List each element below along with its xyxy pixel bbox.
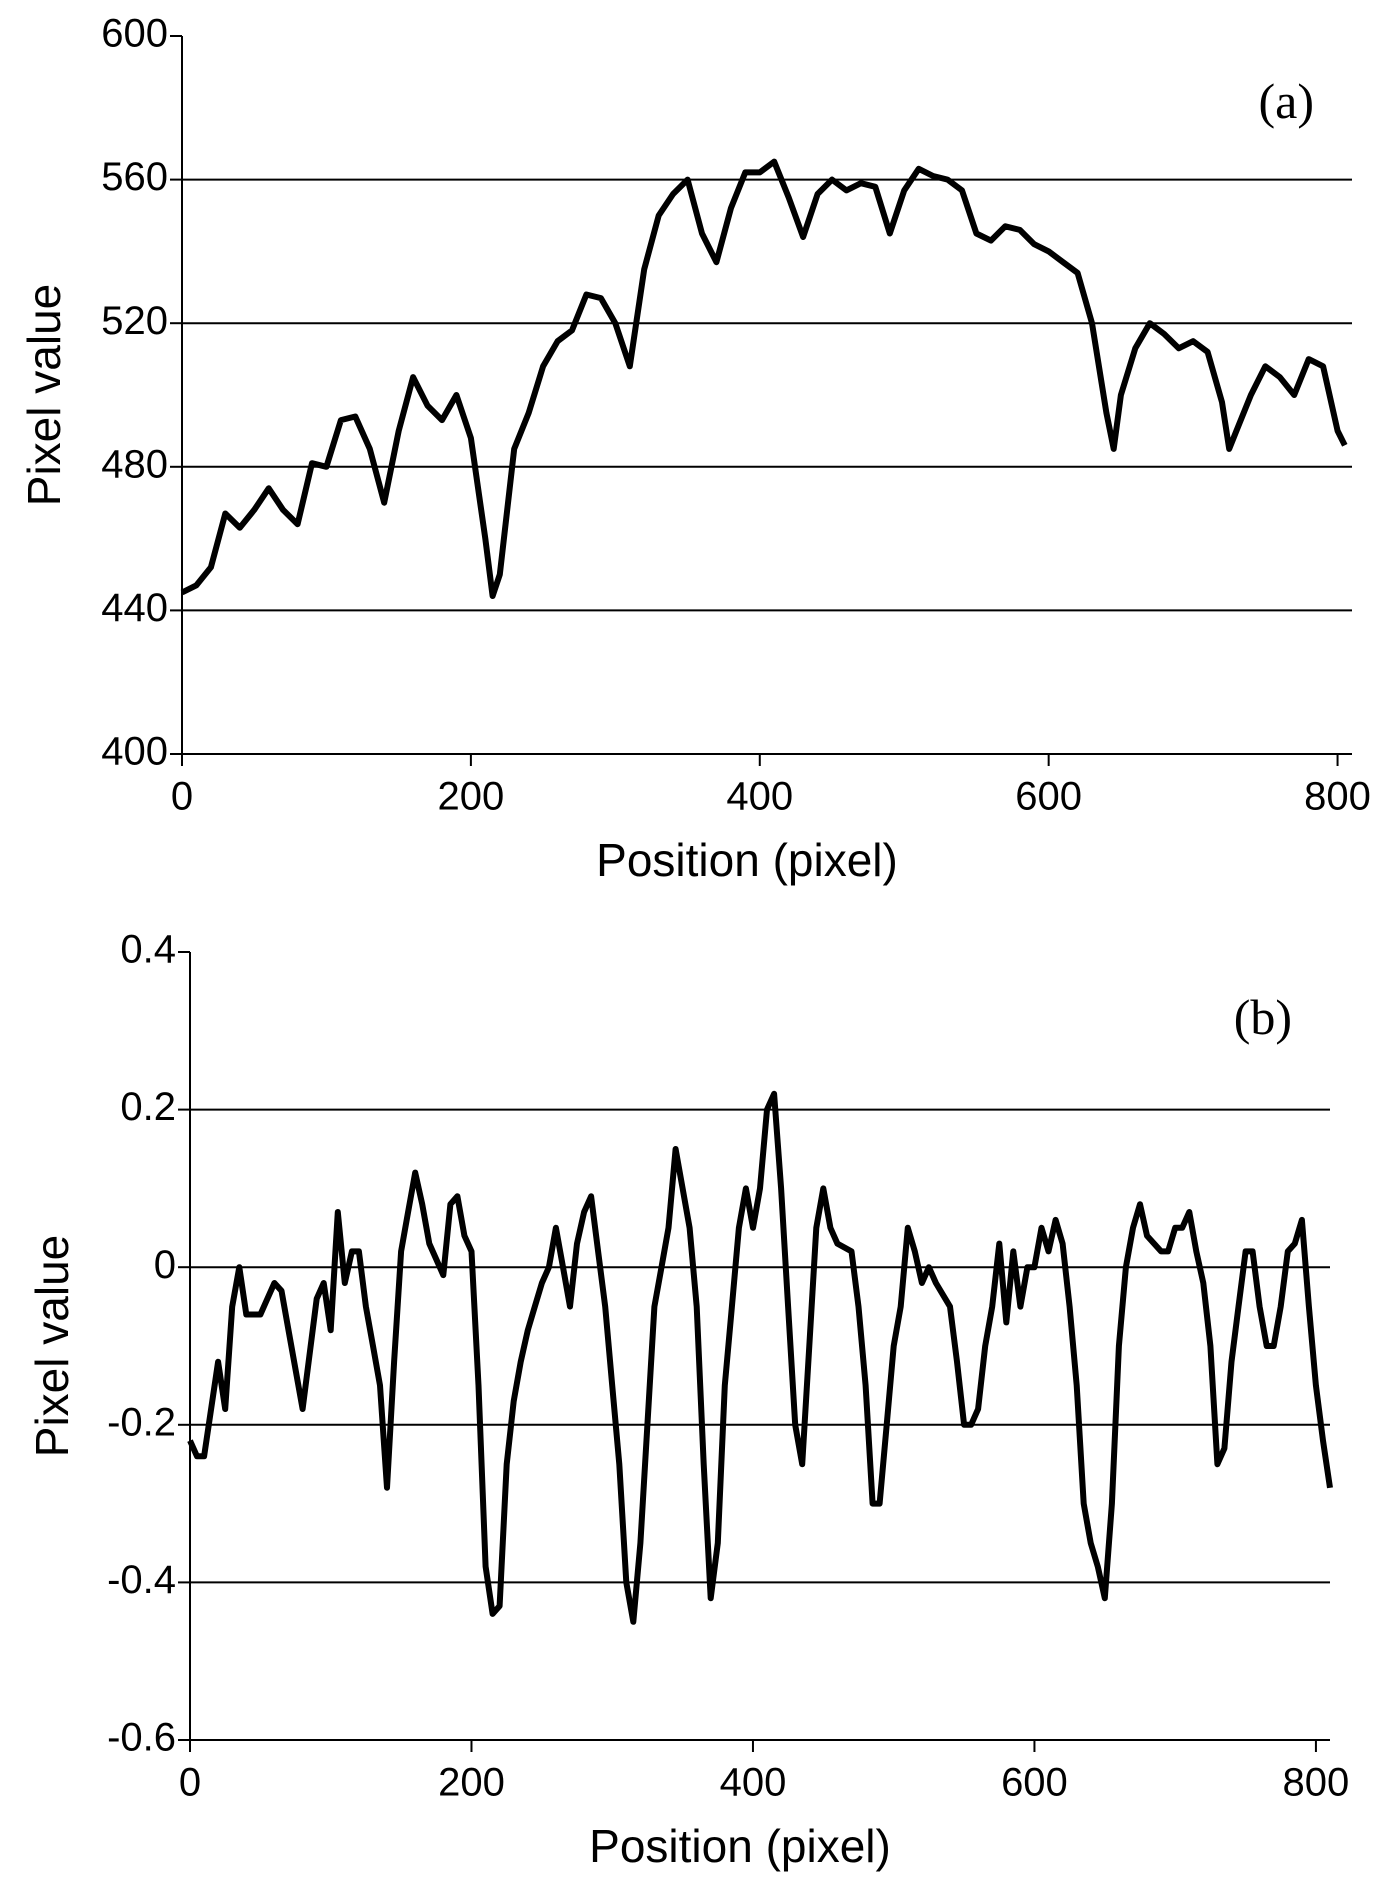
x-tick-label: 200 bbox=[438, 775, 505, 819]
y-tick-label: -0.6 bbox=[107, 1716, 176, 1760]
y-tick-label: 0.4 bbox=[120, 928, 176, 972]
y-tick-label: 400 bbox=[101, 730, 168, 774]
x-axis-label: Position (pixel) bbox=[596, 834, 898, 886]
y-tick-label: 440 bbox=[101, 586, 168, 630]
x-tick-label: 0 bbox=[171, 775, 193, 819]
y-axis-label: Pixel value bbox=[18, 284, 70, 506]
y-tick-label: 600 bbox=[101, 12, 168, 56]
x-tick-label: 400 bbox=[726, 775, 793, 819]
x-axis-label: Position (pixel) bbox=[589, 1820, 891, 1872]
x-tick-label: 800 bbox=[1304, 775, 1371, 819]
x-tick-label: 600 bbox=[1015, 775, 1082, 819]
x-tick-label: 200 bbox=[438, 1761, 505, 1805]
y-tick-label: 480 bbox=[101, 442, 168, 486]
annotation: (a) bbox=[1259, 73, 1315, 129]
annotation: (b) bbox=[1234, 989, 1292, 1045]
x-tick-label: 400 bbox=[720, 1761, 787, 1805]
y-tick-label: 0.2 bbox=[120, 1085, 176, 1129]
y-tick-label: 520 bbox=[101, 299, 168, 343]
y-axis-label: Pixel value bbox=[26, 1235, 78, 1457]
data-line bbox=[180, 158, 1348, 599]
x-tick-label: 800 bbox=[1283, 1761, 1350, 1805]
x-tick-label: 0 bbox=[179, 1761, 201, 1805]
y-tick-label: -0.4 bbox=[107, 1558, 176, 1602]
y-tick-label: -0.2 bbox=[107, 1400, 176, 1444]
data-line bbox=[187, 1090, 1333, 1625]
y-tick-label: 560 bbox=[101, 155, 168, 199]
x-tick-label: 600 bbox=[1001, 1761, 1068, 1805]
y-tick-label: 0 bbox=[154, 1243, 176, 1287]
